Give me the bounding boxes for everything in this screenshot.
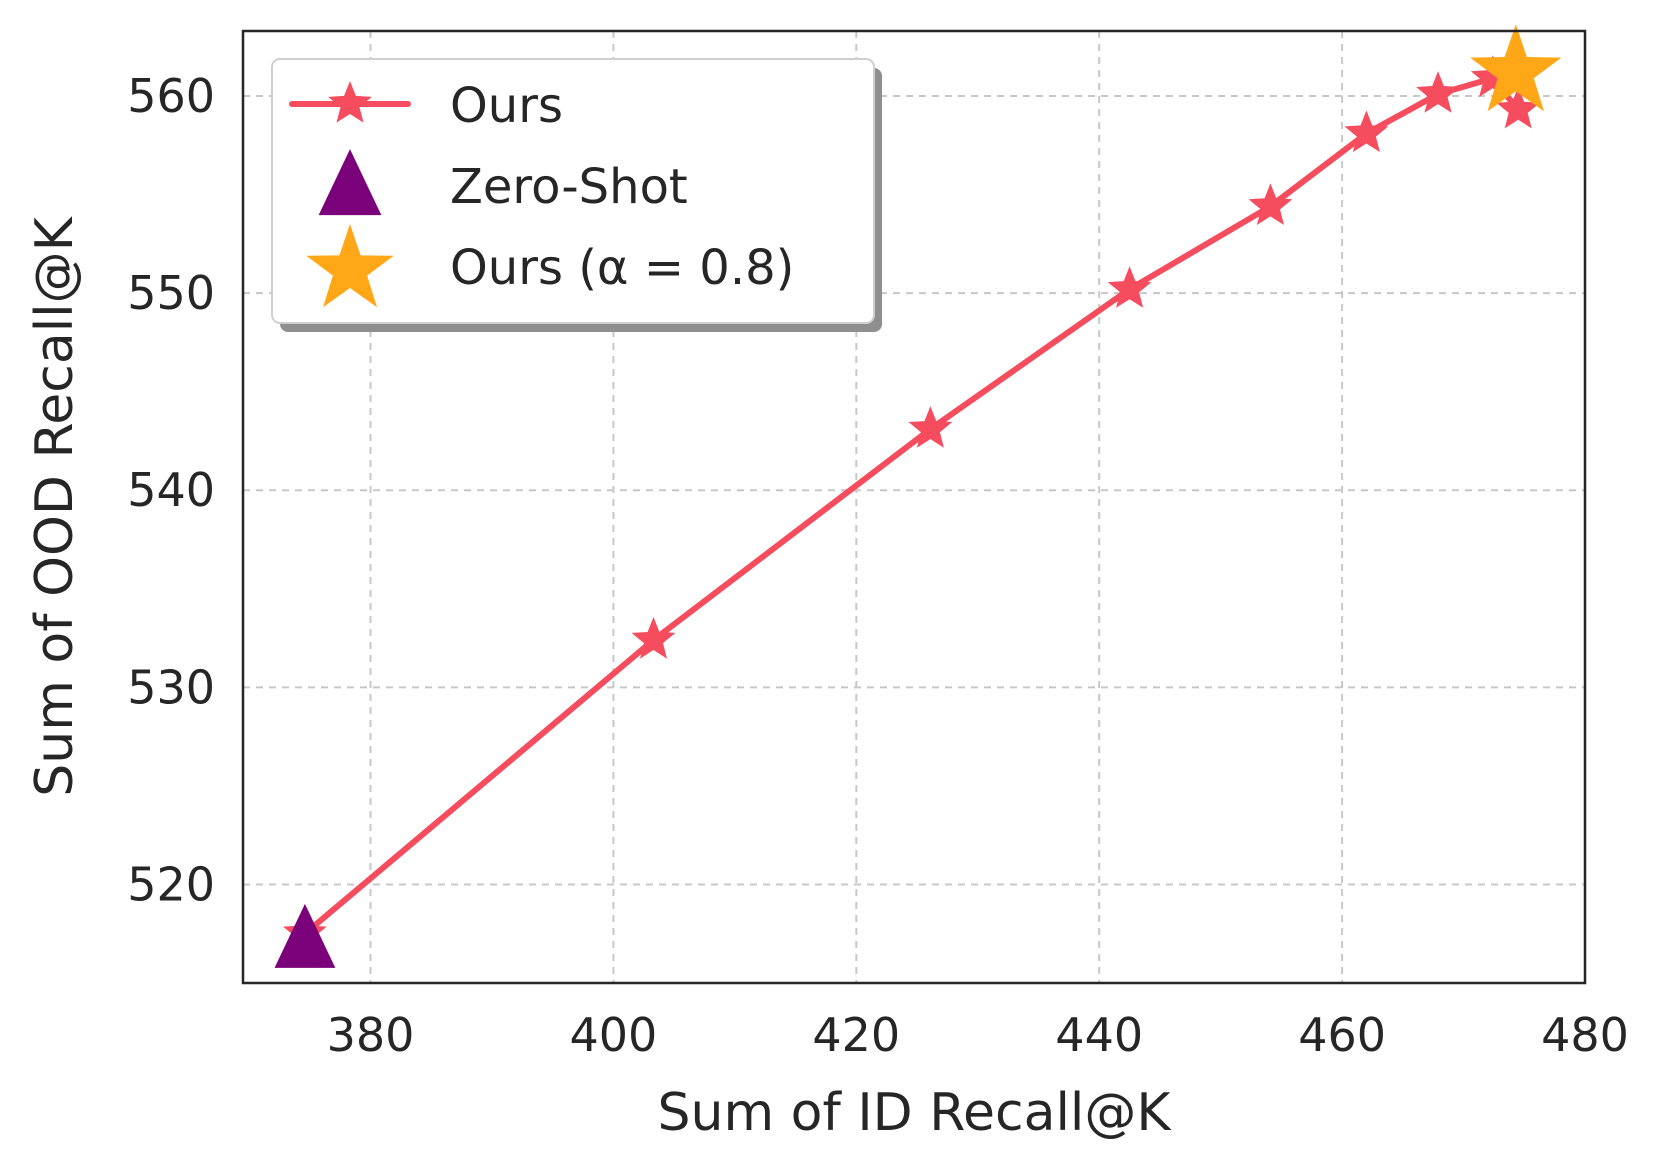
legend-ours-alpha-star (306, 224, 394, 308)
legend-box (271, 58, 875, 324)
ours-star-marker (1107, 266, 1152, 308)
x-tick-label: 420 (812, 1008, 900, 1062)
y-axis-label: Sum of OOD Recall@K (25, 215, 85, 796)
zero-shot-triangle-marker (274, 903, 336, 968)
legend-label-ours-alpha: Ours (α = 0.8) (450, 240, 794, 296)
series-layer (274, 24, 1562, 968)
ours-star-marker (1248, 183, 1293, 225)
y-tick-label: 550 (127, 266, 215, 320)
y-tick-label: 520 (127, 857, 215, 911)
ours-alpha-star-marker (1470, 24, 1562, 112)
y-tick-label: 540 (127, 463, 215, 517)
x-tick-label: 380 (327, 1008, 415, 1062)
ours-star-marker (908, 406, 953, 448)
plot-frame (241, 29, 1587, 985)
legend-symbols (289, 81, 411, 308)
ours-star-marker (1496, 86, 1541, 129)
x-tick-label: 460 (1298, 1008, 1386, 1062)
legend: Ours Zero-Shot Ours (α = 0.8) (271, 58, 882, 332)
legend-label-ours: Ours (450, 78, 563, 134)
x-tick-label: 400 (570, 1008, 658, 1062)
legend-ours-star (328, 81, 372, 123)
ours-star-marker (631, 617, 676, 659)
y-tick-label: 530 (127, 660, 215, 714)
legend-zero-shot-triangle (318, 149, 382, 216)
ours-star-marker (1416, 71, 1460, 113)
x-tick-label: 480 (1541, 1008, 1629, 1062)
legend-label-zero-shot: Zero-Shot (450, 159, 688, 215)
ours-star-marker (1470, 55, 1515, 97)
x-tick-label: 440 (1055, 1008, 1143, 1062)
x-axis-label: Sum of ID Recall@K (658, 1083, 1173, 1143)
ours-star-marker (1344, 110, 1389, 153)
tick-layer: 380 400 420 440 460 480 520 530 540 550 560 (127, 69, 1629, 1062)
y-tick-label: 560 (127, 69, 215, 123)
